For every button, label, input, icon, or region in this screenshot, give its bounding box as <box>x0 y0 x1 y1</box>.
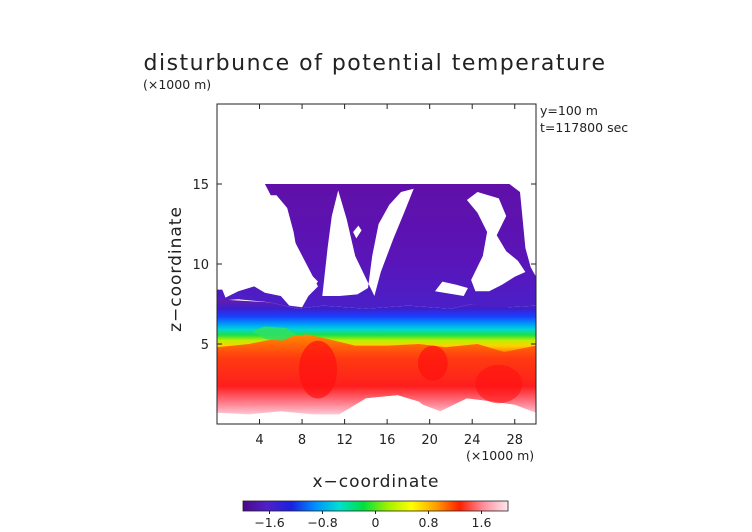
colorbar-ticks: −1.6 −0.8 0 0.8 1.6 <box>254 511 491 530</box>
lower-positive-region <box>217 334 536 415</box>
x-tick-label: 24 <box>464 433 481 448</box>
y-axis: 5 10 15 <box>192 178 536 353</box>
x-axis: 4 8 12 16 20 24 28 <box>255 104 523 448</box>
x-unit-label: (×1000 m) <box>466 448 534 463</box>
x-tick-label: 16 <box>379 433 396 448</box>
transition-band <box>217 299 536 354</box>
colorbar-tick-label: −1.6 <box>254 515 284 530</box>
white-gap-left <box>256 195 318 292</box>
y-unit-label: (×1000 m) <box>143 77 211 92</box>
colorbar-tick-label: 0 <box>372 515 380 530</box>
hot-spot-2 <box>417 345 448 381</box>
hot-spot-1 <box>298 340 338 399</box>
x-tick-label: 28 <box>506 433 523 448</box>
white-gap-center <box>322 188 414 296</box>
x-tick-label: 4 <box>255 433 263 448</box>
chart-title: disturbunce of potential temperature <box>144 51 607 76</box>
colorbar-tick-label: 0.8 <box>419 515 439 530</box>
hot-spot-3 <box>475 364 523 404</box>
white-gap-small-2 <box>353 225 362 239</box>
y-axis-label: z−coordinate <box>166 206 186 332</box>
x-tick-label: 8 <box>298 433 306 448</box>
x-axis-label: x−coordinate <box>313 472 440 492</box>
colorbar <box>242 500 509 512</box>
y-tick-label: 10 <box>192 258 209 273</box>
colorbar-tick-label: 1.6 <box>472 515 492 530</box>
x-tick-label: 20 <box>421 433 438 448</box>
bottom-white-gap <box>355 395 435 415</box>
annotation-t: t=117800 sec <box>540 120 628 135</box>
y-tick-label: 5 <box>201 338 209 353</box>
white-gap-small-1 <box>435 281 468 296</box>
heatmap-area <box>217 184 536 415</box>
x-tick-label: 12 <box>336 433 353 448</box>
annotation-y: y=100 m <box>540 103 598 118</box>
colorbar-tick-label: −0.8 <box>307 515 337 530</box>
white-gap-right <box>466 192 526 292</box>
y-tick-label: 15 <box>192 178 209 193</box>
green-tongue <box>252 326 297 341</box>
